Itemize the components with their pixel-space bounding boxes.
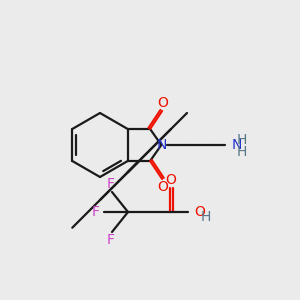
Text: F: F xyxy=(107,233,115,247)
Text: O: O xyxy=(194,205,205,219)
Text: O: O xyxy=(158,180,169,194)
Text: N: N xyxy=(156,138,166,152)
Text: H: H xyxy=(236,133,247,147)
Text: H: H xyxy=(201,210,211,224)
Text: F: F xyxy=(107,177,115,191)
Text: O: O xyxy=(158,96,169,110)
Text: N: N xyxy=(231,138,242,152)
Text: H: H xyxy=(236,145,247,159)
Text: O: O xyxy=(166,173,176,187)
Text: F: F xyxy=(92,205,100,219)
